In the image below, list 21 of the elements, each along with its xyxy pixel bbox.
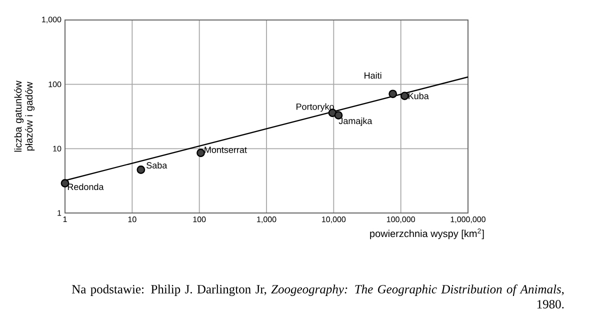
y-tick-label: 1,000 xyxy=(42,16,62,24)
annotation: Portoryko xyxy=(296,103,334,112)
x-tick-label: 10 xyxy=(128,216,136,222)
annotation: Jamajka xyxy=(338,118,372,126)
x-tick-label: 1 xyxy=(63,216,67,222)
x-tick-label: 10,000 xyxy=(322,216,346,224)
y-tick-label: 10 xyxy=(53,146,62,152)
x-axis-title: powierzchnia wyspy [km$^{2}$] xyxy=(370,228,484,240)
x-tick-label: 100,000 xyxy=(386,216,415,224)
annotation: Kuba xyxy=(408,92,429,100)
annotation: Montserrat xyxy=(204,146,247,154)
x-tick-label: 1,000,000 xyxy=(450,216,486,224)
annotation: Redonda xyxy=(68,183,104,190)
annotation: Haiti xyxy=(364,72,382,79)
text: Na podstawie: Philip J. Darlington Jr, Zoogeography: The Geographic Distribution of Animals, 1980. xyxy=(72,284,564,308)
x-tick-label: 1,000 xyxy=(257,216,276,224)
y-axis-title: liczba gatunków płazów i gadów xyxy=(14,80,35,152)
x-tick-label: 100 xyxy=(193,216,206,222)
annotation: Saba xyxy=(146,162,168,169)
y-tick-label: 1 xyxy=(58,210,62,216)
y-tick-label: 100 xyxy=(48,81,62,88)
